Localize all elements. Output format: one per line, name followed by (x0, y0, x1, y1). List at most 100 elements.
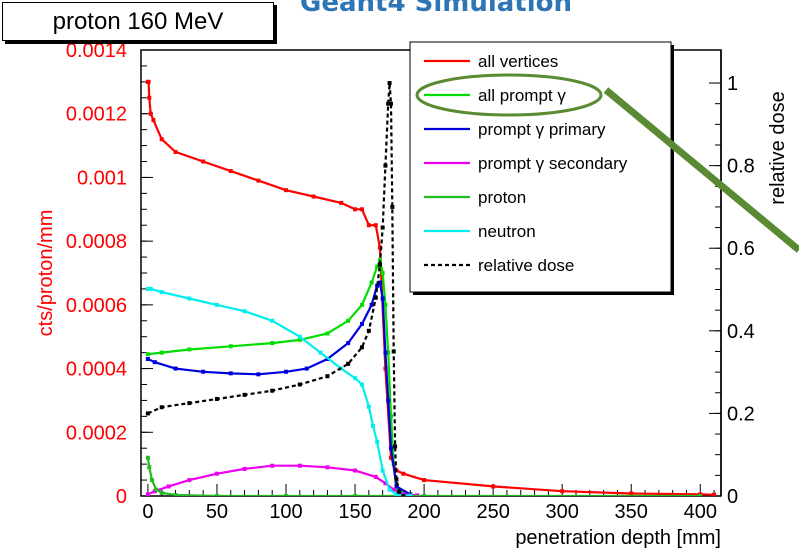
y-axis-right: 0 0.2 0.4 0.6 0.8 1 (709, 50, 755, 508)
data-point (270, 463, 275, 468)
data-point (284, 369, 288, 374)
data-point (284, 494, 288, 496)
y-right-tick-label: 1 (727, 73, 738, 95)
data-point (377, 258, 382, 263)
legend: all vertices all prompt γ prompt γ primary… (409, 41, 674, 295)
series-line-all-vertices (147, 80, 715, 496)
data-point (159, 290, 164, 295)
data-point (359, 382, 364, 387)
data-point (387, 487, 392, 492)
y-axis-left-label: cts/proton/mm (35, 210, 57, 337)
data-point (145, 455, 150, 460)
data-point (387, 81, 392, 86)
x-tick-label: 0 (142, 501, 153, 523)
data-point (297, 382, 302, 387)
data-point (353, 207, 358, 212)
data-point (380, 296, 385, 301)
data-point (388, 414, 393, 419)
data-point (270, 318, 275, 323)
data-point (415, 493, 420, 496)
y-left-tick-label: 0.0002 (66, 422, 127, 444)
data-point (353, 376, 358, 381)
data-point (369, 280, 374, 285)
x-tick-label: 150 (338, 501, 371, 523)
data-point (422, 478, 427, 483)
data-point (173, 149, 178, 154)
data-point (145, 286, 150, 291)
data-point (401, 494, 406, 496)
data-point (151, 118, 156, 123)
data-point (154, 487, 159, 492)
data-point (346, 361, 351, 366)
data-point (145, 411, 150, 416)
y-axis-right-label: relative dose (767, 91, 789, 204)
data-point (375, 283, 380, 288)
data-point (325, 465, 330, 470)
data-point (145, 492, 150, 496)
data-point (380, 468, 385, 473)
data-point (346, 318, 351, 323)
data-point (380, 225, 385, 230)
legend-box (409, 41, 672, 293)
data-point (383, 302, 388, 307)
series-line-relative-dose (147, 82, 405, 496)
series-layer (145, 79, 717, 496)
data-point (346, 341, 351, 346)
data-point (214, 494, 219, 496)
data-point (242, 466, 247, 471)
data-point (318, 350, 323, 355)
legend-label: all vertices (478, 52, 558, 71)
data-point (256, 372, 261, 377)
data-point (383, 481, 388, 486)
data-point (712, 492, 717, 496)
data-point (353, 494, 358, 496)
data-point (560, 489, 565, 494)
data-point (373, 474, 378, 479)
data-point (297, 334, 302, 339)
data-point (377, 245, 382, 250)
legend-label: relative dose (478, 256, 574, 275)
data-point (366, 404, 371, 409)
data-point (394, 484, 399, 489)
data-point (369, 302, 374, 307)
series-line-all-prompt- (147, 256, 411, 496)
chart-title: proton 160 MeV (2, 2, 274, 41)
data-point (201, 369, 206, 374)
data-point (386, 398, 391, 403)
data-point (629, 491, 634, 496)
data-point (159, 350, 164, 355)
data-point (228, 371, 233, 376)
data-point (325, 331, 330, 336)
data-point (147, 465, 152, 470)
x-tick-label: 200 (407, 501, 440, 523)
data-point (422, 494, 427, 496)
data-point (359, 302, 364, 307)
y-right-tick-label: 0.2 (727, 403, 755, 425)
data-point (159, 405, 164, 410)
data-point (304, 366, 309, 371)
data-point (393, 444, 398, 449)
x-axis: 0 50 100 150 200 250 300 350 400 (142, 484, 717, 523)
data-point (491, 484, 496, 489)
data-point (311, 194, 316, 199)
y-left-tick-label: 0.0008 (66, 231, 127, 253)
data-point (698, 494, 703, 496)
y-axis-left: 0 0.0002 0.0004 0.0006 0.0008 0.001 0.0012 0.00… (66, 40, 153, 508)
data-point (145, 352, 150, 357)
y-left-tick-label: 0 (116, 486, 127, 508)
data-point (187, 478, 192, 483)
highlight-arrow (603, 87, 799, 253)
data-point (371, 423, 375, 428)
data-point (390, 204, 395, 209)
data-point (375, 264, 380, 269)
data-point (339, 200, 344, 205)
data-point (187, 347, 192, 352)
data-point (159, 490, 164, 495)
data-point (380, 271, 385, 275)
series-line-prompt-primary (147, 280, 411, 496)
data-point (359, 345, 364, 350)
x-tick-label: 250 (476, 501, 509, 523)
data-point (146, 79, 151, 84)
banner-title: Geant4 Simulation (300, 0, 573, 18)
data-point (383, 163, 388, 168)
